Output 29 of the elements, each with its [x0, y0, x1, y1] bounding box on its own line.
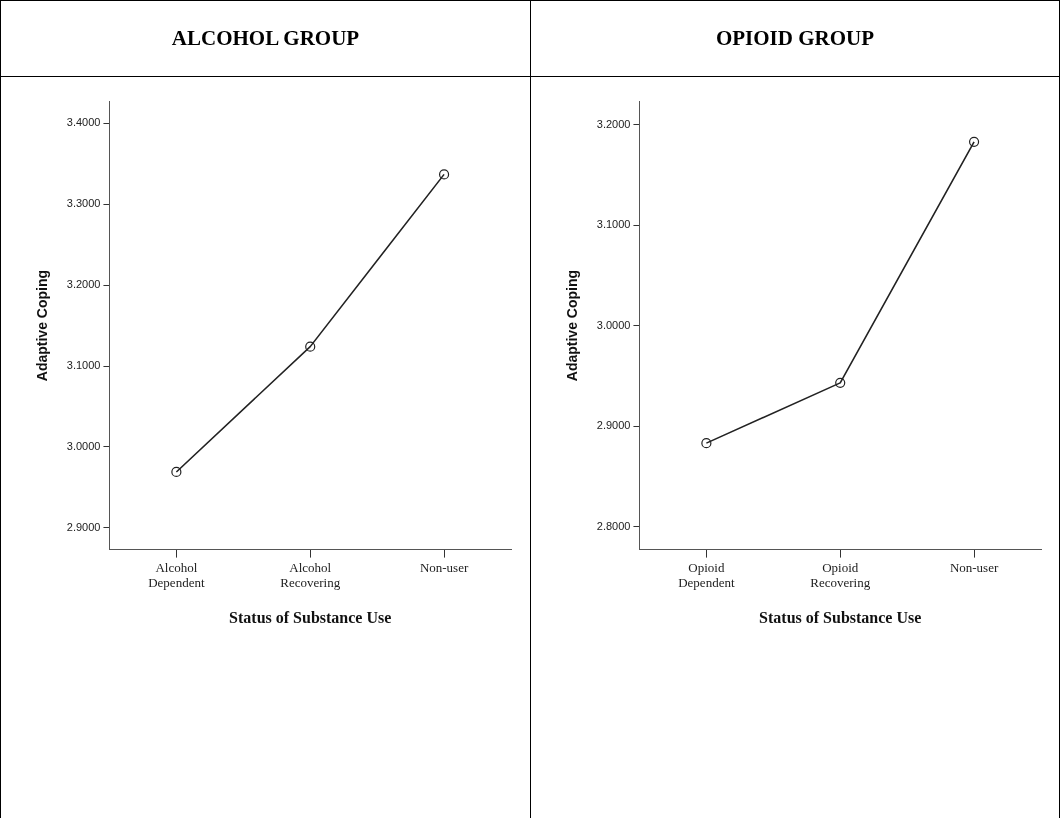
y-tick-label: 3.2000	[66, 278, 101, 291]
y-tick-label: 3.0000	[66, 439, 101, 452]
x-tick-label: Non-user	[949, 559, 999, 575]
x-axis-title: Status of Substance Use	[759, 608, 922, 626]
point	[968, 136, 980, 147]
point	[438, 169, 450, 180]
chart-title: ALCOHOL GROUP	[171, 26, 360, 51]
x-tick-label: Opioid Dependent	[678, 559, 735, 591]
y-tick-label: 2.9000	[596, 419, 631, 432]
x-tick-label: Opioid Recovering	[810, 559, 871, 591]
point	[305, 341, 316, 352]
y-tick-label: 3.1000	[66, 359, 101, 372]
point	[171, 466, 182, 478]
y-tick-label: 2.9000	[66, 520, 101, 533]
y-tick-label: 3.4000	[66, 116, 101, 129]
x-tick-label: Alcohol Dependent	[148, 559, 205, 591]
y-tick-label: 3.2000	[596, 117, 631, 130]
y-tick-label: 3.0000	[596, 318, 631, 331]
point	[701, 438, 712, 449]
y-axis-title: Adaptive Coping	[34, 269, 51, 382]
y-axis-title: Adaptive Coping	[564, 269, 581, 382]
y-tick-label: 2.8000	[596, 519, 631, 532]
y-tick-label: 3.1000	[596, 218, 631, 231]
x-axis-title: Status of Substance Use	[229, 608, 392, 626]
point	[835, 377, 846, 388]
x-tick-label: Non-user	[419, 559, 469, 575]
y-tick-label: 3.3000	[66, 197, 101, 210]
x-tick-label: Alcohol Recovering	[280, 559, 341, 591]
chart-title: OPIOID GROUP	[715, 26, 875, 51]
